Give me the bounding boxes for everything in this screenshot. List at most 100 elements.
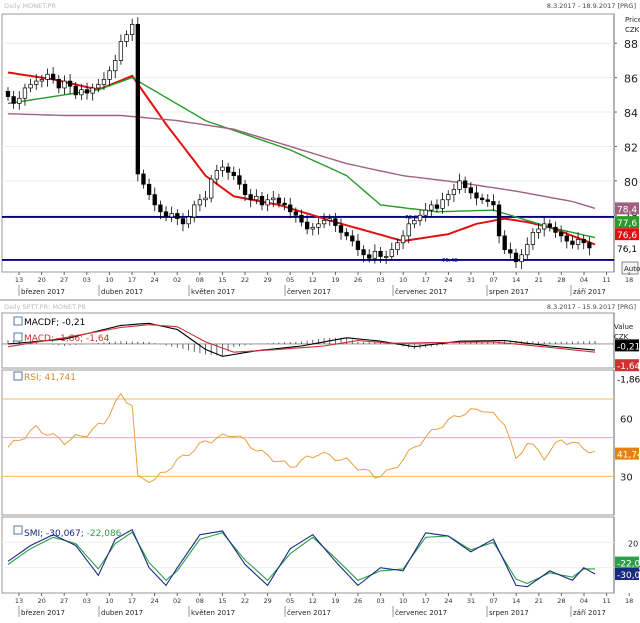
candle-body — [355, 240, 361, 250]
candle — [350, 230, 355, 247]
candle-body — [265, 199, 270, 206]
candle-body — [163, 211, 169, 218]
candle — [457, 173, 462, 194]
candle-body — [209, 178, 214, 199]
candle-body — [525, 244, 530, 256]
candle — [62, 75, 67, 95]
x-month-label: květen 2017 — [191, 288, 235, 296]
candle — [384, 250, 389, 264]
x-tick-label: 05 — [286, 597, 294, 605]
price-axis-title: Price — [625, 16, 640, 24]
candle-body — [56, 79, 61, 89]
candle — [282, 197, 287, 211]
candle-body — [451, 189, 457, 195]
candle — [468, 182, 473, 200]
last-label-ema-bg — [615, 228, 639, 241]
candle-body — [530, 232, 536, 245]
candle-body — [192, 204, 197, 218]
candle — [90, 83, 95, 101]
x-tick-label: 27 — [60, 597, 68, 605]
x-tick-label: 04 — [580, 276, 588, 284]
candle-body — [338, 225, 344, 233]
candle — [508, 242, 513, 259]
candle — [310, 222, 315, 236]
candle — [79, 84, 84, 101]
horizontal-line-label: 78,02 — [405, 215, 421, 221]
candle — [28, 78, 33, 93]
last-label-close-bg — [615, 241, 639, 254]
candle — [575, 232, 581, 250]
x-tick-label: 28 — [557, 597, 565, 605]
last-label-smi-bg — [615, 568, 639, 581]
x-tick-label: 13 — [15, 597, 23, 605]
x-month-label: srpen 2017 — [489, 609, 529, 617]
candle-body — [502, 235, 507, 250]
auto-scale-button[interactable]: Auto — [621, 261, 640, 275]
candle-body — [468, 187, 473, 194]
candle — [192, 200, 197, 223]
candle — [237, 168, 242, 190]
candle — [225, 162, 231, 180]
x-tick-label: 03 — [376, 597, 384, 605]
candle-body — [175, 213, 180, 220]
rsi-tick-label: 60 — [620, 414, 633, 425]
candle — [254, 189, 259, 205]
x-month-label: červenec 2017 — [395, 609, 447, 617]
candle — [513, 248, 519, 269]
panel-frame-price — [1, 13, 615, 273]
x-tick-label: 11 — [602, 597, 610, 605]
candle-body — [350, 235, 355, 242]
candle-body — [508, 249, 513, 254]
candle-body — [118, 41, 124, 61]
x-tick-label: 10 — [399, 597, 407, 605]
candle — [446, 190, 451, 207]
candle — [361, 245, 366, 263]
x-month-label: květen 2017 — [191, 609, 235, 617]
candle — [440, 192, 445, 214]
auto-label: Auto — [624, 265, 640, 273]
candle — [333, 213, 338, 232]
candle — [587, 237, 592, 256]
candle-body — [197, 199, 203, 206]
candle — [378, 247, 383, 263]
candle — [5, 87, 11, 101]
candle-body — [553, 226, 558, 233]
candle-body — [203, 197, 208, 201]
last-label-sma-medium: 77,6 — [617, 219, 637, 229]
x-tick-label: 19 — [331, 276, 339, 284]
candle — [423, 203, 428, 222]
candle — [271, 190, 276, 208]
candle — [321, 213, 327, 229]
x-tick-label: 21 — [535, 276, 543, 284]
candle-body — [327, 218, 332, 221]
candle-body — [434, 204, 440, 209]
x-month-label: srpen 2017 — [489, 288, 529, 296]
candle-body — [45, 73, 50, 80]
last-label-macdf-bg — [615, 339, 639, 352]
macdf-legend-text: MACDF; -0,21 — [24, 318, 85, 328]
candle-body — [491, 201, 496, 206]
candle-body — [141, 173, 146, 185]
candle — [485, 194, 490, 207]
x-tick-label: 02 — [173, 597, 181, 605]
x-tick-label: 12 — [309, 276, 317, 284]
x-month-label: září 2017 — [573, 288, 606, 296]
candle-body — [412, 220, 417, 225]
macd-line — [7, 324, 596, 353]
candle — [209, 174, 214, 203]
smi-tick-label: 20 — [628, 539, 638, 548]
x-tick-label: 18 — [625, 597, 633, 605]
x-tick-label: 07 — [489, 276, 497, 284]
x-tick-label: 19 — [331, 597, 339, 605]
candle-body — [242, 183, 248, 195]
candle — [412, 216, 417, 229]
x-tick-label: 17 — [422, 597, 430, 605]
x-tick-label: 17 — [128, 597, 136, 605]
candle-body — [575, 238, 581, 245]
candle-body — [463, 180, 468, 189]
price-tick-label: 82 — [624, 141, 638, 154]
candle — [299, 209, 304, 227]
x-tick-label: 15 — [218, 276, 226, 284]
candle — [491, 194, 496, 212]
candle — [197, 194, 203, 212]
